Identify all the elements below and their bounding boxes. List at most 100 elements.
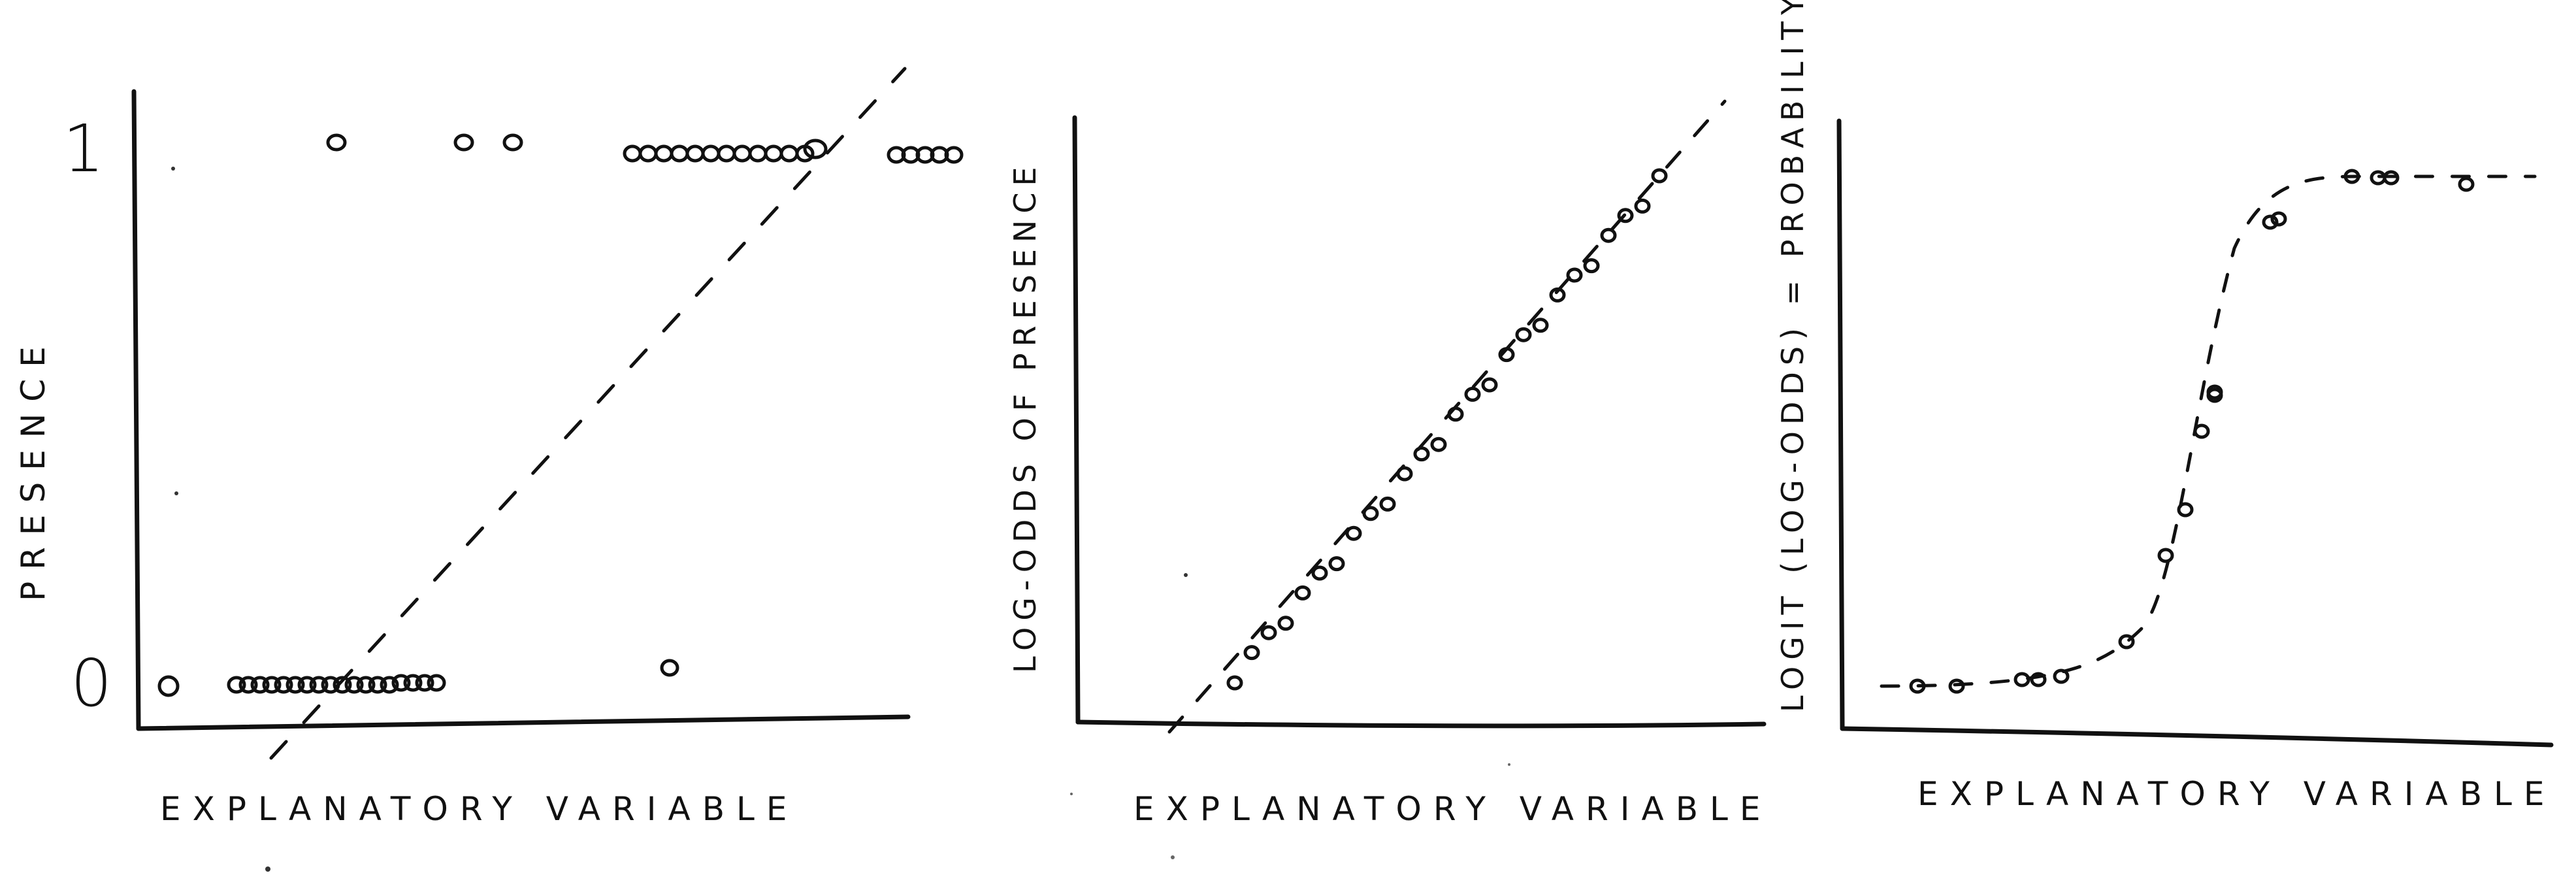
absence-point [660,659,679,677]
absence-point [344,676,364,694]
logodds-point [1583,258,1600,274]
logodds-point [1311,565,1328,581]
probability-point [2118,634,2135,650]
panel1-absence-points [157,659,679,697]
probability-point [1948,678,1965,694]
logodds-point [1481,377,1498,393]
absence-point [403,674,423,692]
panel2-x-label: EXPLANATORY VARIABLE [1133,790,1772,828]
panel1-linear-fit-line [269,67,907,760]
absence-point [157,675,180,697]
absence-point [227,676,246,694]
logodds-point [1447,406,1464,422]
absence-point [368,676,387,694]
probability-point [2177,502,2194,518]
panel2-y-label: LOG-ODDS OF PRESENCE [1007,160,1043,673]
presence-point [326,133,347,152]
panel3-probability-points [1909,169,2475,694]
logodds-point [1226,675,1243,691]
panel1-presence-points [326,133,964,164]
logodds-point [1243,645,1260,661]
logodds-point [1515,327,1532,342]
probability-point [2157,548,2174,563]
presence-point [748,144,768,163]
logodds-point [1413,446,1430,462]
panel-logodds: LOG-ODDS OF PRESENCE EXPLANATORY VARIABL… [1007,99,1772,828]
logodds-point [1294,585,1311,601]
panel3-x-label: EXPLANATORY VARIABLE [1917,775,2556,813]
logodds-point [1651,168,1668,184]
probability-point [2343,169,2360,184]
logodds-point [1260,625,1277,640]
probability-point [2262,214,2279,230]
panel-probability: LOGIT (LOG-ODDS) = PROBABILITY EXPLANATO… [1775,0,2556,813]
logodds-point [1549,287,1566,303]
presence-point [732,144,752,163]
panel2-x-axis [1075,719,1767,729]
panel2-linear-fit-line [1167,99,1727,734]
panel1-y-axis [131,89,141,731]
pen-specks [171,167,1510,872]
absence-point [285,676,305,694]
probability-point [2030,672,2047,687]
absence-point [274,676,293,694]
absence-point [297,676,317,694]
panel1-y-label: PRESENCE [14,335,52,601]
logodds-point [1345,525,1362,541]
logodds-point [1532,318,1549,333]
presence-point [623,144,642,163]
logodds-point [1396,466,1413,482]
absence-point [333,676,352,694]
logodds-point [1566,267,1583,283]
probability-point [2458,176,2475,192]
presence-point [779,144,799,163]
logodds-point [1379,496,1396,512]
absence-point [238,676,258,694]
panel1-x-axis [136,714,911,731]
probability-point [1909,678,1926,694]
absence-point [356,676,376,694]
probability-point [2193,423,2210,439]
presence-point [944,146,964,164]
panel2-y-axis [1072,115,1081,725]
logodds-point [1498,347,1515,363]
absence-point [427,674,446,692]
presence-point [717,144,736,163]
panel1-ytick-0: 0 [71,645,112,721]
logodds-point [1277,616,1294,631]
presence-point [764,144,783,163]
logodds-point [1634,198,1651,214]
absence-point [380,676,399,694]
panel2-logodds-points [1226,168,1668,691]
panel-presence: 1 0 PRESENCE EXPLANATORY VARIABLE [14,67,964,828]
probability-point [2270,211,2287,227]
presence-point [685,144,705,163]
panel1-x-label: EXPLANATORY VARIABLE [160,790,798,828]
panel3-y-label: LOGIT (LOG-ODDS) = PROBABILITY [1775,0,1810,712]
absence-point [309,676,329,694]
presence-point [803,139,828,159]
logodds-point [1362,506,1379,521]
logodds-point [1600,227,1617,243]
absence-point [391,674,411,692]
presence-point [638,144,658,163]
presence-point [670,144,689,163]
absence-point [321,676,340,694]
probability-point [2206,384,2223,400]
logodds-point [1464,386,1481,402]
panel1-ytick-1: 1 [63,110,105,187]
logodds-point [1430,437,1447,452]
panel3-y-axis [1836,118,1845,731]
logodds-point [1617,208,1634,223]
probability-point [2014,672,2030,687]
presence-point [453,133,474,152]
presence-point [654,144,674,163]
presence-point [701,144,721,163]
absence-point [250,676,270,694]
presence-point [502,133,523,152]
logodds-point [1328,556,1345,572]
absence-point [262,676,282,694]
probability-point [2383,170,2400,186]
